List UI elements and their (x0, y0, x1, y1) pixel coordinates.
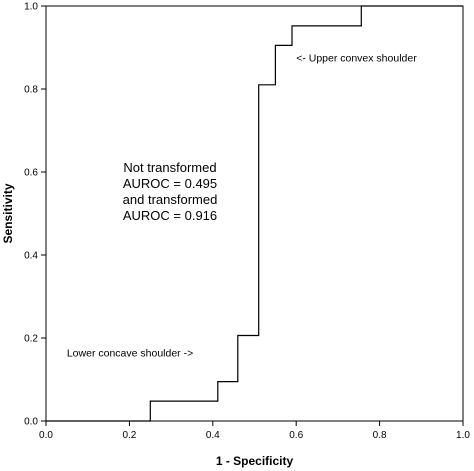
roc-curve-line (46, 5, 463, 422)
y-tick-label: 0.4 (24, 251, 38, 262)
x-tick-label: 1.0 (456, 430, 470, 441)
x-tick-label: 0.4 (206, 430, 220, 441)
annotation-upper: <- Upper convex shoulder (296, 53, 417, 65)
y-tick-label: 0.8 (24, 85, 38, 96)
annotation-lower: Lower concave shoulder -> (67, 348, 193, 360)
x-tick-label: 0.0 (39, 430, 53, 441)
auroc-note-line: Not transformed (123, 160, 216, 175)
y-tick-label: 0.2 (24, 334, 38, 345)
x-tick-label: 0.8 (373, 430, 387, 441)
y-tick-label: 0.6 (24, 168, 38, 179)
auroc-note-line: AUROC = 0.916 (123, 208, 217, 223)
auroc-note-line: AUROC = 0.495 (123, 176, 217, 191)
x-tick-label: 0.6 (289, 430, 303, 441)
y-tick-label: 1.0 (24, 2, 38, 13)
annotations: <- Upper convex shoulder Lower concave sh… (67, 53, 417, 360)
y-axis-ticks: 0.0 0.2 0.4 0.6 0.8 1.0 (24, 2, 46, 428)
plot-frame (45, 5, 464, 422)
x-axis-title: 1 - Specificity (216, 454, 294, 468)
auroc-note: Not transformed AUROC = 0.495 and transfor… (123, 160, 218, 223)
auroc-note-line: and transformed (123, 192, 218, 207)
y-tick-label: 0.0 (24, 417, 38, 428)
x-tick-label: 0.2 (122, 430, 136, 441)
y-axis-title: Sensitivity (1, 183, 15, 243)
x-axis-ticks: 0.0 0.2 0.4 0.6 0.8 1.0 (39, 421, 470, 441)
